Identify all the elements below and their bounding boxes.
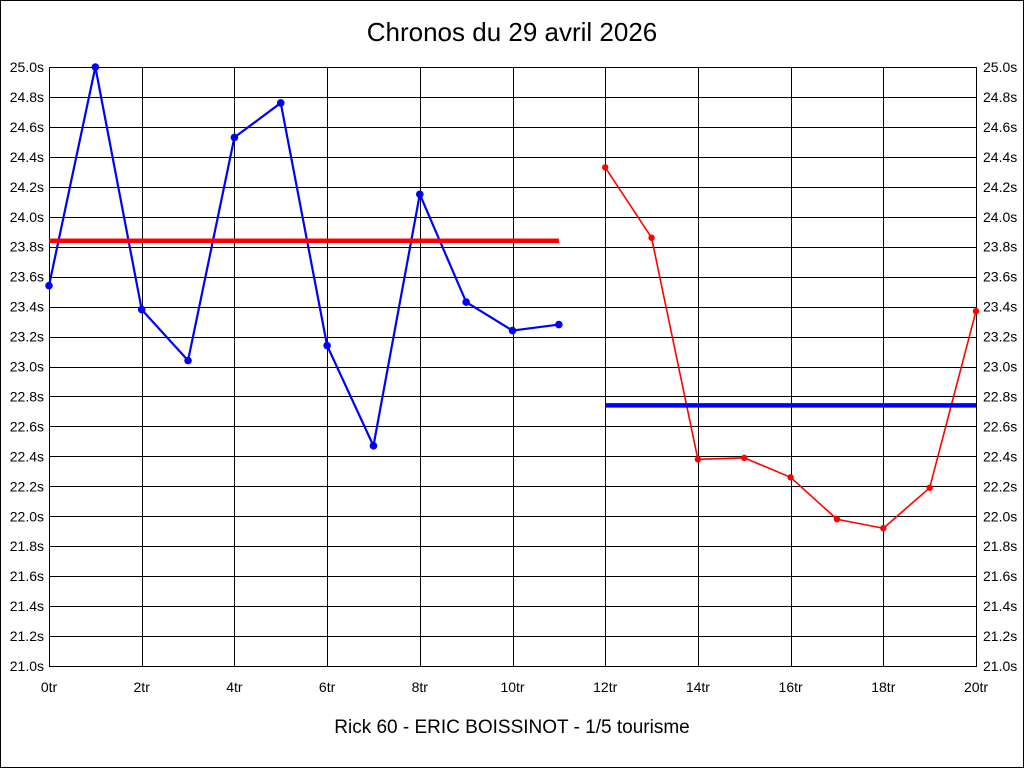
y-axis-label-left: 23.2s [10,329,44,345]
x-axis-label: 0tr [41,679,58,695]
x-axis-label: 18tr [871,679,895,695]
y-axis-label-right: 22.6s [983,418,1017,434]
y-axis-label-right: 24.6s [983,119,1017,135]
y-axis-label-right: 21.2s [983,628,1017,644]
y-axis-label-right: 24.8s [983,89,1017,105]
y-axis-label-left: 24.6s [10,119,44,135]
chart-caption: Rick 60 - ERIC BOISSINOT - 1/5 tourisme [334,717,690,738]
data-point [416,190,424,199]
y-axis-label-left: 24.2s [10,179,44,195]
y-axis-label-left: 22.6s [10,418,44,434]
y-axis-label-left: 25.0s [10,59,44,75]
x-axis-label: 2tr [134,679,151,695]
y-axis-label-right: 24.2s [983,179,1017,195]
y-axis-label-right: 23.6s [983,269,1017,285]
series-line [604,166,977,530]
y-axis-label-left: 23.6s [10,269,44,285]
data-point [91,63,100,71]
data-point [787,474,794,481]
y-axis-label-right: 21.0s [983,658,1017,674]
y-axis-label-right: 23.4s [983,299,1017,315]
x-axis-label: 6tr [319,679,336,695]
y-axis-label-right: 25.0s [983,59,1017,75]
y-axis-label-left: 23.0s [10,359,44,375]
y-axis-label-left: 21.8s [10,538,44,554]
y-axis-label-left: 22.2s [10,478,44,494]
data-point [833,516,841,523]
x-axis-label: 10tr [500,679,524,695]
laps-session-red [602,164,980,532]
data-point [184,356,192,365]
data-point [323,341,331,350]
x-axis-label: 20tr [964,679,988,695]
data-point [694,456,702,463]
x-axis-label: 12tr [593,679,617,695]
y-axis-label-left: 23.8s [10,239,44,255]
x-axis-label: 14tr [686,679,710,695]
data-point [276,99,285,107]
y-axis-label-right: 21.6s [983,568,1017,584]
y-axis-label-right: 22.4s [983,448,1017,464]
laps-session-blue [45,63,563,450]
y-axis-label-left: 22.4s [10,448,44,464]
data-point [137,305,146,314]
y-axis-label-right: 21.4s [983,598,1017,614]
data-point [462,298,470,306]
data-point [741,454,748,462]
x-axis-label: 16tr [779,679,803,695]
y-axis-label-left: 21.4s [10,598,44,614]
axis-labels: 21.0s 21.0s 21.2s 21.2s 21.4s 21.4s 21.6s 21.6s… [10,59,1018,695]
y-axis-label-left: 22.0s [10,508,44,524]
y-axis-label-left: 24.0s [10,209,44,225]
y-axis-label-left: 21.6s [10,568,44,584]
y-axis-label-right: 22.8s [983,388,1017,404]
y-axis-label-right: 24.0s [983,209,1017,225]
y-axis-label-left: 21.0s [10,658,44,674]
y-axis-label-right: 23.8s [983,239,1017,255]
data-point [230,133,239,142]
data-point [555,320,563,329]
data-point [972,307,980,315]
y-axis-label-right: 21.8s [983,538,1017,554]
y-axis-label-left: 24.8s [10,89,44,105]
data-point [508,326,517,335]
y-axis-label-right: 22.2s [983,478,1017,494]
grid [49,67,977,667]
y-axis-label-right: 23.2s [983,329,1017,345]
x-axis-label: 4tr [226,679,243,695]
data-point [45,281,53,290]
data-point [369,442,378,450]
y-axis-label-left: 21.2s [10,628,44,644]
y-axis-label-right: 22.0s [983,508,1017,524]
series-line [47,65,559,447]
data-point [926,484,933,491]
y-axis-label-left: 24.4s [10,149,44,165]
y-axis-label-left: 22.8s [10,388,44,404]
data-point [880,525,887,532]
y-axis-label-right: 23.0s [983,359,1017,375]
data-point [648,234,655,241]
chart-title: Chronos du 29 avril 2026 [366,17,658,47]
y-axis-label-right: 24.4s [983,149,1017,165]
x-axis-label: 8tr [412,679,429,695]
y-axis-label-left: 23.4s [10,299,44,315]
data-point [602,164,609,171]
plot-frame [49,67,977,667]
